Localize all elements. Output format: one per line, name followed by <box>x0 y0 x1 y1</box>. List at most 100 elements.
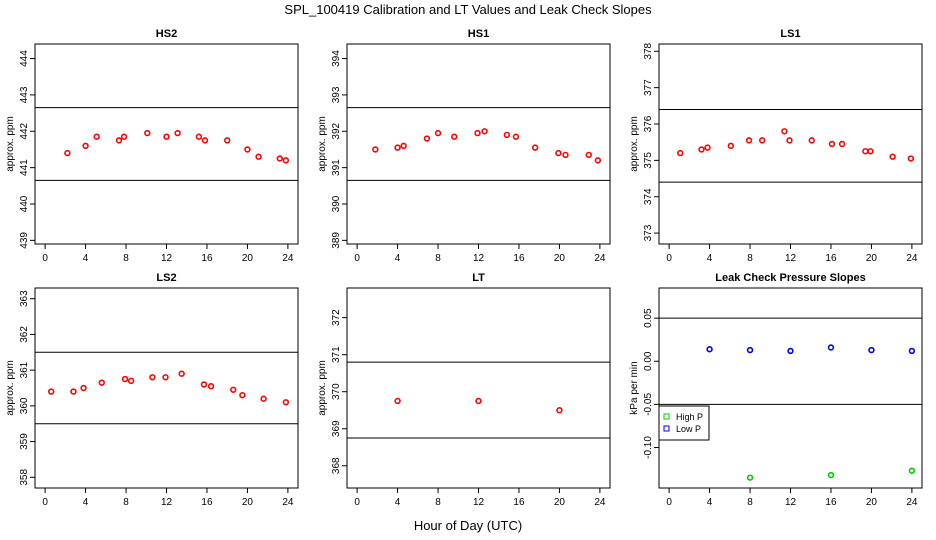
data-point <box>93 133 100 140</box>
x-tick-label: 8 <box>747 253 753 264</box>
x-tick-label: 20 <box>242 253 254 264</box>
data-point <box>163 133 170 140</box>
panel-title: LS1 <box>780 28 800 40</box>
data-point <box>394 397 401 405</box>
x-tick-label: 8 <box>435 253 441 264</box>
data-point <box>698 146 705 153</box>
data-point <box>244 146 251 153</box>
panel-title: HS1 <box>468 28 489 40</box>
data-point <box>98 379 105 386</box>
data-point <box>400 142 407 150</box>
x-tick-label: 12 <box>473 253 485 264</box>
panel-title: Leak Check Pressure Slopes <box>715 272 865 284</box>
data-point <box>372 146 379 153</box>
data-point <box>868 346 875 354</box>
x-tick-label: 12 <box>785 497 797 508</box>
x-tick-label: 8 <box>123 497 129 508</box>
x-tick-label: 0 <box>354 253 360 264</box>
data-point <box>200 381 208 388</box>
data-point <box>82 142 89 150</box>
data-point <box>64 149 71 157</box>
y-tick-label: 392 <box>331 122 342 139</box>
data-point <box>149 374 156 381</box>
data-point <box>555 149 562 157</box>
x-tick-label: 4 <box>707 253 713 264</box>
data-point <box>781 128 788 135</box>
data-point <box>889 153 896 160</box>
x-tick-label: 16 <box>513 253 525 264</box>
y-axis-label: approx. ppm <box>5 360 16 416</box>
y-tick-label: 358 <box>19 469 30 486</box>
y-tick-label: 389 <box>331 232 342 249</box>
data-point <box>746 474 754 481</box>
y-tick-label: 443 <box>19 86 30 103</box>
data-point <box>230 386 237 393</box>
x-tick-label: 24 <box>594 497 606 508</box>
y-tick-label: 362 <box>19 326 30 343</box>
y-tick-label: 370 <box>331 383 342 400</box>
y-tick-label: 439 <box>19 232 30 249</box>
data-point <box>594 157 602 164</box>
data-point <box>481 128 488 135</box>
x-tick-label: 0 <box>354 497 360 508</box>
y-axis-label: approx. ppm <box>317 116 328 172</box>
y-tick-label: 0.00 <box>643 351 654 371</box>
y-tick-label: -0.05 <box>643 393 654 416</box>
plot-frame <box>346 43 611 245</box>
y-tick-label: 0.05 <box>643 308 654 328</box>
y-tick-label: 376 <box>643 115 654 132</box>
y-tick-label: 377 <box>643 79 654 96</box>
figure-x-axis-label: Hour of Day (UTC) <box>413 518 523 533</box>
y-tick-label: 359 <box>19 433 30 450</box>
data-point <box>255 153 262 160</box>
legend-box <box>658 405 710 441</box>
data-point <box>162 374 169 381</box>
x-tick-label: 24 <box>906 253 918 264</box>
y-tick-label: 372 <box>331 309 342 326</box>
x-tick-label: 4 <box>395 497 401 508</box>
x-tick-label: 16 <box>513 497 525 508</box>
x-tick-label: 12 <box>785 253 797 264</box>
y-axis-label: kPa per min <box>629 361 640 414</box>
data-point <box>862 148 869 155</box>
data-point <box>115 137 123 144</box>
legend-label: High P <box>676 412 703 422</box>
data-point <box>827 344 835 351</box>
data-point <box>474 129 481 137</box>
panel-title: LT <box>472 272 485 284</box>
data-point <box>260 395 267 402</box>
data-point <box>706 346 713 353</box>
x-tick-label: 12 <box>161 497 173 508</box>
x-tick-label: 12 <box>473 497 485 508</box>
y-tick-label: 363 <box>19 290 30 307</box>
data-point <box>562 151 569 159</box>
y-tick-label: 394 <box>331 50 342 67</box>
data-point <box>512 133 520 140</box>
data-point <box>503 131 511 139</box>
x-tick-label: 0 <box>42 497 48 508</box>
x-tick-label: 16 <box>201 497 213 508</box>
data-point <box>282 157 290 164</box>
y-tick-label: 390 <box>331 195 342 212</box>
data-point <box>434 129 442 137</box>
y-tick-label: 373 <box>643 224 654 241</box>
x-tick-label: 24 <box>282 253 294 264</box>
plot-frame <box>346 287 611 489</box>
y-tick-label: 374 <box>643 188 654 205</box>
data-point <box>239 391 246 399</box>
data-point <box>838 140 846 148</box>
data-point <box>828 140 836 148</box>
data-point <box>127 377 135 385</box>
panel-ls1: LS1 0 4 8 12 16 20 24 373 374 375 376 377 378 approx. … <box>629 28 923 264</box>
x-tick-label: 4 <box>707 497 713 508</box>
data-point <box>121 375 129 383</box>
data-point <box>423 135 431 142</box>
data-point <box>144 129 151 137</box>
plot-frame <box>34 43 299 245</box>
data-point <box>908 347 916 355</box>
x-tick-label: 12 <box>161 253 173 264</box>
data-point <box>174 129 181 137</box>
data-point <box>531 144 539 151</box>
data-point <box>908 467 916 474</box>
